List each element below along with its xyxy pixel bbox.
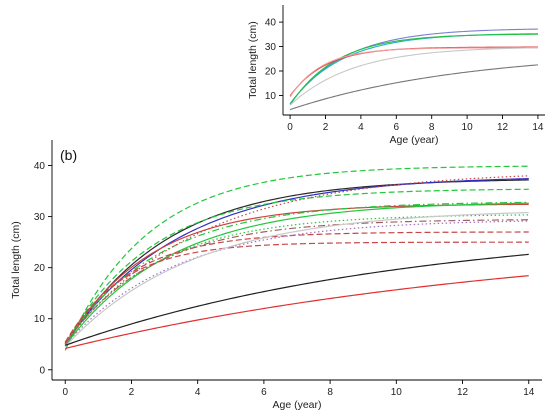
x-tick-label: 10 (391, 387, 403, 398)
growth-curve-series-1 (64, 165, 529, 351)
growth-curve-series-14 (64, 211, 529, 347)
growth-curve-series-10 (64, 219, 529, 345)
y-tick-label: 20 (34, 263, 46, 274)
x-tick-label: 6 (261, 387, 267, 398)
panel-label: (b) (60, 147, 77, 163)
x-tick-label: 2 (129, 387, 135, 398)
x-tick-label: 14 (532, 122, 544, 133)
growth-curve-series-15 (65, 253, 529, 346)
y-axis-title: Total length (cm) (247, 21, 259, 99)
x-tick-label: 12 (457, 387, 469, 398)
y-tick-label: 40 (265, 18, 277, 29)
x-tick-label: 2 (323, 122, 329, 133)
x-tick-label: 4 (358, 122, 364, 133)
growth-curve-series-3 (64, 178, 529, 344)
growth-curve-series-9 (64, 214, 529, 345)
x-tick-label: 12 (497, 122, 509, 133)
y-tick-label: 40 (34, 161, 46, 172)
x-axis-title: Age (year) (389, 134, 438, 146)
growth-curve-series-6 (289, 47, 538, 106)
x-tick-label: 4 (195, 387, 201, 398)
growth-curve-series-7 (289, 64, 538, 111)
x-axis-title: Age (year) (272, 399, 321, 411)
inset-growth-chart: 10 20 30 40 0 2 4 6 8 10 12 14 Age (year) Total lengt… (247, 5, 545, 146)
x-tick-label: 14 (523, 387, 535, 398)
growth-curve-series-13 (64, 220, 529, 346)
y-tick-label: 20 (265, 67, 277, 78)
growth-curve-series-4 (64, 188, 529, 345)
growth-curve-series-3 (289, 33, 538, 106)
growth-curve-series-16 (65, 275, 529, 350)
x-tick-label: 8 (327, 387, 333, 398)
growth-curve-series-7 (64, 202, 529, 346)
y-tick-label: 30 (34, 212, 46, 223)
x-tick-label: 0 (62, 387, 68, 398)
growth-curve-series-5 (289, 47, 538, 98)
growth-curve-series-11 (64, 231, 529, 343)
y-tick-label: 10 (34, 314, 46, 325)
growth-curve-series-1 (289, 28, 538, 105)
x-tick-label: 0 (287, 122, 293, 133)
x-tick-label: 10 (462, 122, 474, 133)
growth-curve-series-12 (64, 241, 529, 344)
main-growth-chart: 0 10 20 30 40 0 2 4 6 8 10 12 14 Age (year) Total leng… (10, 140, 542, 411)
y-axis-title: Total length (cm) (10, 221, 22, 299)
y-tick-label: 30 (265, 42, 277, 53)
x-tick-label: 6 (394, 122, 400, 133)
y-tick-label: 0 (39, 365, 45, 376)
x-tick-label: 8 (429, 122, 435, 133)
y-tick-label: 10 (265, 91, 277, 102)
